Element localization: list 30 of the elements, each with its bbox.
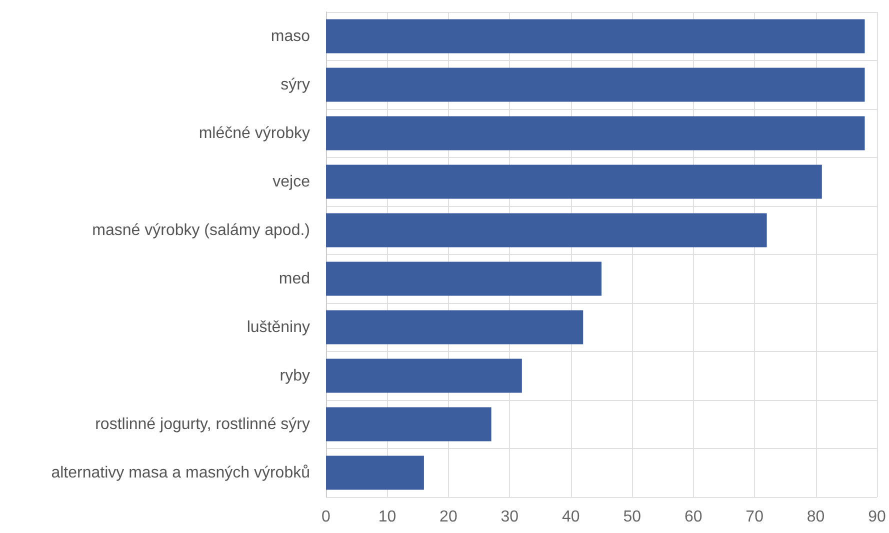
bar xyxy=(326,19,865,54)
bar xyxy=(326,358,522,393)
x-tick-label: 30 xyxy=(500,508,519,526)
x-tick-label: 40 xyxy=(562,508,580,526)
bar xyxy=(326,407,492,442)
x-tick-label: 90 xyxy=(868,508,886,526)
y-tick-label: sýry xyxy=(280,76,310,94)
bar xyxy=(326,116,865,150)
y-tick-label: alternativy masa a masných výrobků xyxy=(51,464,310,482)
x-tick-label: 70 xyxy=(746,508,764,526)
y-tick-label: masné výrobky (salámy apod.) xyxy=(92,222,310,239)
x-tick-label: 0 xyxy=(322,508,331,526)
y-tick-label: ryby xyxy=(280,367,310,384)
x-tick-label: 10 xyxy=(378,508,396,526)
y-tick-label: rostlinné jogurty, rostlinné sýry xyxy=(95,416,310,433)
y-tick-label: med xyxy=(278,270,310,288)
bar xyxy=(326,164,822,199)
x-tick-label: 20 xyxy=(440,508,458,526)
bar xyxy=(326,68,865,102)
y-tick-label: luštěniny xyxy=(246,318,310,336)
x-tick-label: 80 xyxy=(806,508,825,526)
y-tick-label: vejce xyxy=(272,173,310,190)
y-tick-label: maso xyxy=(270,28,310,45)
x-tick-label: 50 xyxy=(623,508,642,526)
bar xyxy=(326,213,767,248)
x-tick-label: 60 xyxy=(684,508,702,526)
y-tick-label: mléčné výrobky xyxy=(198,124,310,142)
bar xyxy=(326,262,602,296)
bar xyxy=(326,456,424,490)
bar xyxy=(326,310,584,344)
